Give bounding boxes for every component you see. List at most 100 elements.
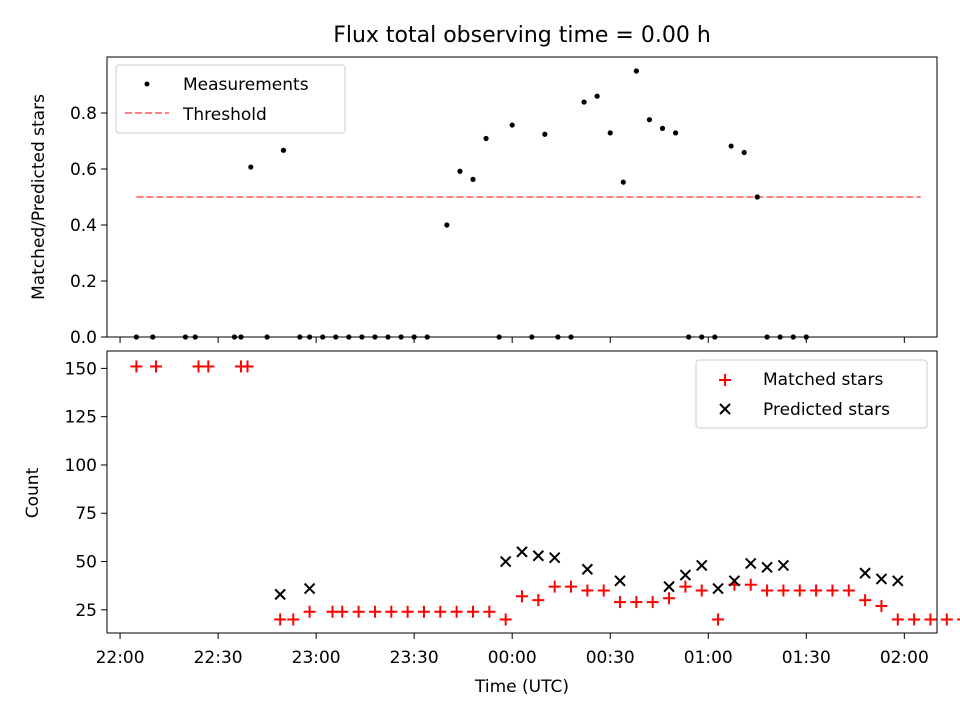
bottom-x-tick-label-5: 00:30 [586,648,635,668]
matched-star-point-48 [957,618,960,621]
bottom-y-tick-label-1: 50 [75,553,97,573]
matched-star-point-26 [597,584,610,597]
matched-star-point-10 [336,605,349,618]
top-y-tick-label-3: 0.6 [70,160,97,180]
top-legend-frame [115,64,346,134]
matched-star-point-47 [940,613,953,626]
matched-star-point-37 [777,584,790,597]
predicted-star-point-13 [745,557,757,570]
measurement-point-35 [646,117,653,123]
bottom-y-tick-label-5: 150 [65,359,97,379]
matched-star-point-39 [810,584,823,597]
predicted-star-point-18 [892,575,904,587]
legend-marker-matched [719,374,731,386]
legend-label-measurements: Measurements [183,75,309,95]
bottom-y-tick-label-3: 100 [65,456,97,476]
matched-star-point-45 [908,613,921,626]
matched-star-point-44 [891,613,904,626]
top-y-tick-label-1: 0.2 [70,272,97,292]
measurement-point-32 [607,130,613,136]
measurement-point-8 [280,147,287,153]
legend-label-threshold: Threshold [182,105,267,125]
measurement-point-30 [581,99,587,105]
predicted-star-point-9 [679,569,692,581]
measurement-point-27 [542,131,548,137]
matched-star-point-24 [565,580,578,593]
predicted-star-point-5 [548,551,561,564]
predicted-star-point-2 [499,555,512,568]
matched-star-point-38 [793,584,806,597]
matched-star-point-17 [450,605,463,618]
bottom-legend: Matched stars Predicted stars [695,359,928,429]
matched-star-point-5 [241,360,254,373]
matched-star-point-12 [368,605,381,618]
measurement-point-41 [728,143,734,149]
matched-star-point-20 [499,613,512,626]
predicted-star-point-0 [274,588,286,601]
matched-star-point-36 [761,584,774,597]
matched-star-point-32 [695,584,708,597]
matched-star-point-14 [401,605,414,618]
bottom-legend-frame [695,359,928,429]
bottom-y-axis-label: Count [23,467,43,518]
predicted-star-point-14 [761,561,773,574]
predicted-star-point-6 [581,563,594,575]
predicted-star-point-8 [663,580,675,593]
predicted-star-point-15 [777,559,790,572]
matched-star-point-33 [712,613,725,626]
measurement-point-23 [483,135,489,142]
legend-label-predicted: Predicted stars [763,400,890,420]
matched-star-point-28 [630,596,643,609]
matched-star-point-3 [202,360,215,373]
measurement-point-25 [509,122,515,128]
matched-star-point-23 [548,580,561,593]
matched-star-point-41 [842,584,855,597]
bottom-plot-marks [130,360,960,626]
predicted-star-point-10 [696,559,708,572]
matched-star-point-6 [274,613,287,626]
top-y-tick-label-4: 0.8 [70,104,97,124]
measurement-point-43 [754,194,760,200]
matched-star-point-21 [516,590,528,603]
measurement-point-20 [444,222,450,228]
matched-star-point-16 [434,605,447,618]
bottom-x-tick-label-6: 01:00 [684,648,733,668]
matched-star-point-22 [532,594,545,607]
bottom-x-tick-label-7: 01:30 [782,648,831,668]
predicted-star-point-1 [303,582,316,595]
matched-star-point-11 [352,605,365,618]
top-legend: Measurements Threshold [115,64,346,134]
bottom-axes-frame [106,350,938,634]
predicted-star-point-4 [532,550,545,562]
legend-label-matched: Matched stars [763,370,883,390]
measurement-point-37 [672,130,679,136]
bottom-y-tick-label-2: 75 [75,504,97,524]
matched-star-point-15 [417,605,430,618]
top-y-axis-label: Matched/Predicted stars [29,94,49,300]
matched-star-point-42 [859,594,872,607]
top-y-ticks: 0.0 0.2 0.4 0.6 0.8 [70,104,107,348]
measurement-point-21 [457,168,463,174]
predicted-star-point-16 [859,567,871,579]
bottom-panel: 25 50 75 100 125 150 22:00 22:30 23:00 23:30 00:0… [23,350,960,697]
measurement-point-31 [594,93,600,99]
bottom-y-tick-label-4: 125 [65,408,97,428]
top-y-tick-label-0: 0.0 [70,328,97,348]
matched-star-point-31 [679,580,692,593]
bottom-x-axis-label: Time (UTC) [474,677,569,697]
top-panel: 0.00.20.40.60.8 Matched/Predicted stars … [29,56,938,348]
bottom-y-tick-label-0: 25 [75,601,97,621]
measurement-point-33 [620,179,626,185]
bottom-x-tick-label-4: 00:00 [488,648,537,668]
bottom-y-ticks: 25 50 75 100 125 150 [65,359,107,621]
bottom-x-tick-label-1: 22:30 [194,648,243,668]
matched-star-point-0 [130,360,143,373]
matched-star-point-8 [303,605,316,618]
top-y-tick-label-2: 0.4 [70,216,97,236]
predicted-star-point-11 [712,582,724,595]
measurement-point-42 [741,149,747,156]
bottom-x-tick-label-8: 02:00 [880,648,929,668]
bottom-x-tick-label-0: 22:00 [96,648,145,668]
bottom-x-ticks: 22:00 22:30 23:00 23:30 00:00 00:30 01:00 01:30… [96,633,929,668]
